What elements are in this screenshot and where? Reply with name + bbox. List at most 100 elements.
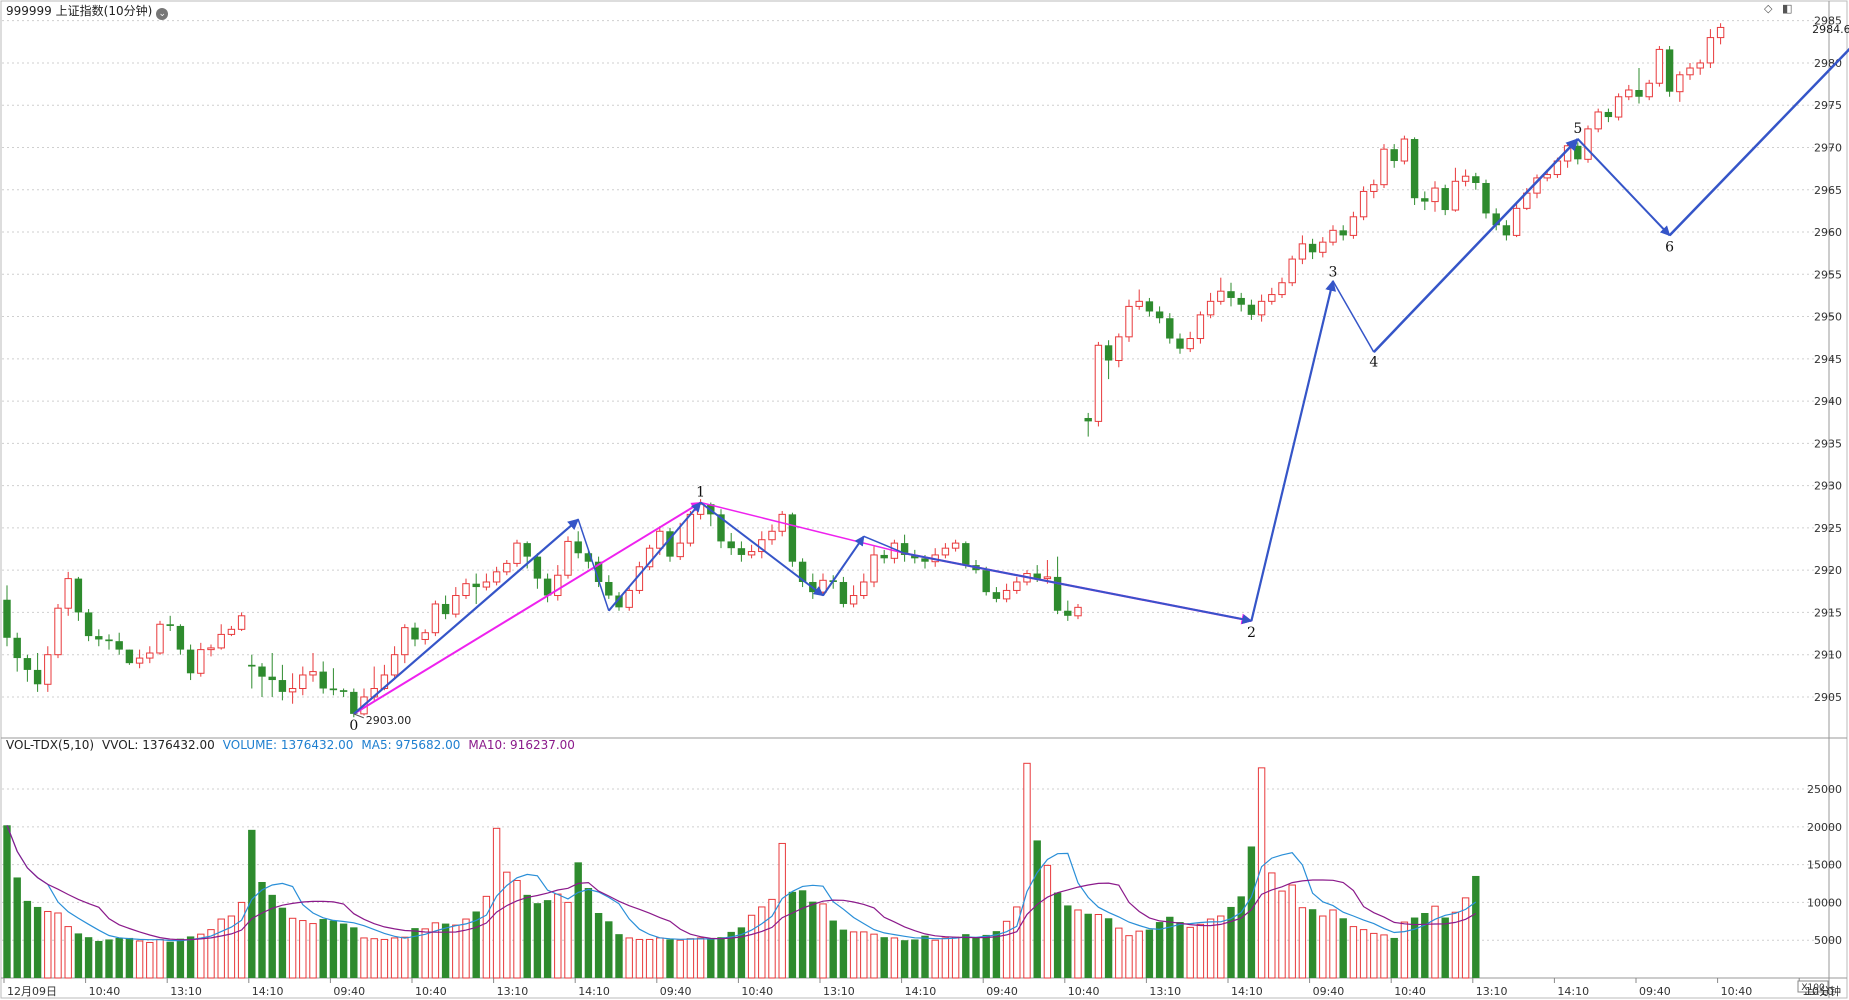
candle-body [278,680,287,692]
price-tick-label: 2920 [1814,564,1842,577]
volume-bar [982,934,990,978]
candle-body [1625,89,1633,98]
time-tick-label: 14:10 [1557,985,1589,998]
candle-body [860,581,868,597]
volume-bar [1135,930,1143,979]
volume-bar [309,923,317,979]
candle-body [727,541,735,549]
volume-bar [1329,909,1337,979]
candle-body [156,623,164,654]
vol-volume: VOLUME: 1376432.00 [222,738,354,752]
candle-body [1237,297,1245,305]
candle-body [3,599,11,638]
volume-tick-label: 5000 [1814,934,1842,947]
volume-bar [237,901,246,979]
candle-body [625,589,633,608]
wave-point-label: 2 [1247,625,1256,641]
volume-bar [921,935,929,978]
candle-body [849,595,858,605]
price-tick-label: 2980 [1814,57,1842,70]
volume-tick-label: 25000 [1807,783,1842,796]
wave-line [353,501,702,715]
volume-bar [870,933,878,979]
volume-bar [176,938,185,978]
candle-body [605,581,613,596]
candle-body [482,581,491,588]
volume-bar [1155,922,1164,978]
candle-body [299,674,307,690]
candle-body [737,548,746,555]
unit-label-box [1797,980,1829,993]
price-tick-label: 2950 [1814,311,1842,324]
candle-body [921,558,929,562]
volume-bar [1166,916,1174,978]
candle-body [788,514,797,562]
candle-body [584,553,593,562]
volume-bar [1451,911,1460,979]
volume-bar [594,912,603,978]
candle-body [207,647,215,651]
wave-line [1668,47,1849,237]
volume-bar [931,939,939,979]
volume-bar [146,941,154,979]
volume-bar [421,928,429,979]
volume-bar [788,891,797,978]
candle-body [44,654,52,685]
volume-bar [1410,917,1419,978]
candle-body [176,625,185,650]
stock-name: 上证指数 [55,4,104,18]
volume-bar [645,938,654,979]
candle-body [1043,576,1052,580]
vol-indicator-name: VOL-TDX(5,10) [6,738,95,752]
volume-bar [962,934,970,978]
wave-point-label: 5 [1573,121,1582,137]
volume-bar [350,927,358,978]
time-tick-label: 09:40 [333,985,365,998]
volume-bar [44,910,52,979]
volume-bar [941,937,950,979]
candle-body [146,652,154,659]
volume-bar [288,917,297,979]
candle-body [1196,314,1205,340]
candle-body [288,688,297,693]
volume-bar [1359,929,1368,979]
volume-bar [1033,840,1041,978]
volume-indicator-header: VOL-TDX(5,10) VVOL: 1376432.00 VOLUME: 137… [6,737,583,753]
volume-bar [1145,929,1154,978]
volume-bar [462,918,470,979]
candle-body [339,690,348,692]
candle-body [992,592,1001,599]
candle-body [1451,180,1460,211]
time-tick-label: 10:40 [1721,985,1753,998]
candle-body [594,561,603,582]
candle-body [431,603,440,634]
volume-bar [1349,926,1358,979]
candle-body [217,633,225,649]
candle-body [1645,82,1653,98]
price-tick-label: 2945 [1814,353,1842,366]
volume-bar [54,912,62,979]
diamond-icon[interactable]: ◇ [1764,2,1773,15]
volume-bar [1441,917,1449,978]
chevron-down-icon[interactable]: ⌄ [156,8,169,20]
time-tick-label: 10:40 [1068,985,1100,998]
candle-body [268,676,276,681]
candle-body [1543,174,1551,179]
chart-title: 999999 上证指数(10分钟) ⌄ [6,3,169,20]
volume-bar [105,939,113,978]
candle-body [84,612,93,637]
candle-body [1329,229,1337,243]
wave-line [577,519,610,611]
candle-body [574,541,582,554]
price-tick-label: 2985 [1814,15,1842,28]
candle-body [1635,89,1643,97]
price-tick-label: 2975 [1814,99,1842,112]
volume-bar [268,894,276,978]
volume-bar [666,939,674,978]
wave-line [1250,279,1337,622]
volume-bar [1278,890,1286,979]
window-icon[interactable]: ◧ [1782,2,1793,15]
volume-bar [717,937,725,978]
stock-code: 999999 [6,4,52,18]
candle-body [1359,190,1368,218]
